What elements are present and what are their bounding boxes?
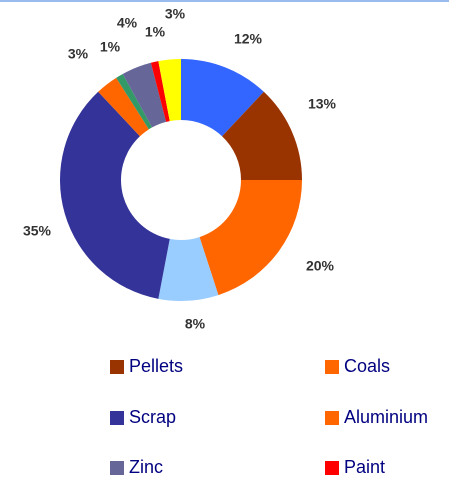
slice bbox=[158, 59, 181, 122]
slice bbox=[158, 237, 219, 301]
value-label: 3% bbox=[165, 6, 186, 22]
legend-swatch bbox=[110, 411, 124, 425]
legend-swatch bbox=[325, 360, 339, 374]
legend-swatch bbox=[110, 360, 124, 374]
legend-swatch bbox=[110, 461, 124, 475]
value-label: 13% bbox=[308, 96, 337, 112]
slice bbox=[150, 61, 170, 122]
value-label: 3% bbox=[68, 46, 89, 62]
slice bbox=[60, 91, 170, 299]
legend-swatch bbox=[325, 411, 339, 425]
legend-label: Pellets bbox=[129, 356, 183, 376]
value-label: 20% bbox=[306, 258, 335, 274]
legend-label: Aluminium bbox=[344, 407, 428, 427]
legend-label: Zinc bbox=[129, 457, 163, 477]
legend-label: Scrap bbox=[129, 407, 176, 427]
legend-swatch bbox=[325, 461, 339, 475]
slice bbox=[222, 91, 302, 180]
value-label: 8% bbox=[185, 316, 206, 332]
value-label: 1% bbox=[100, 39, 121, 55]
value-label: 35% bbox=[23, 223, 52, 239]
value-label: 12% bbox=[234, 31, 263, 47]
legend-label: Paint bbox=[344, 457, 385, 477]
slice bbox=[98, 77, 149, 137]
legend-label: Coals bbox=[344, 356, 390, 376]
value-label: 1% bbox=[145, 24, 166, 40]
slice bbox=[181, 59, 264, 137]
slice bbox=[122, 62, 167, 128]
slice bbox=[116, 73, 153, 130]
slice bbox=[199, 180, 302, 296]
value-label: 4% bbox=[117, 15, 138, 31]
